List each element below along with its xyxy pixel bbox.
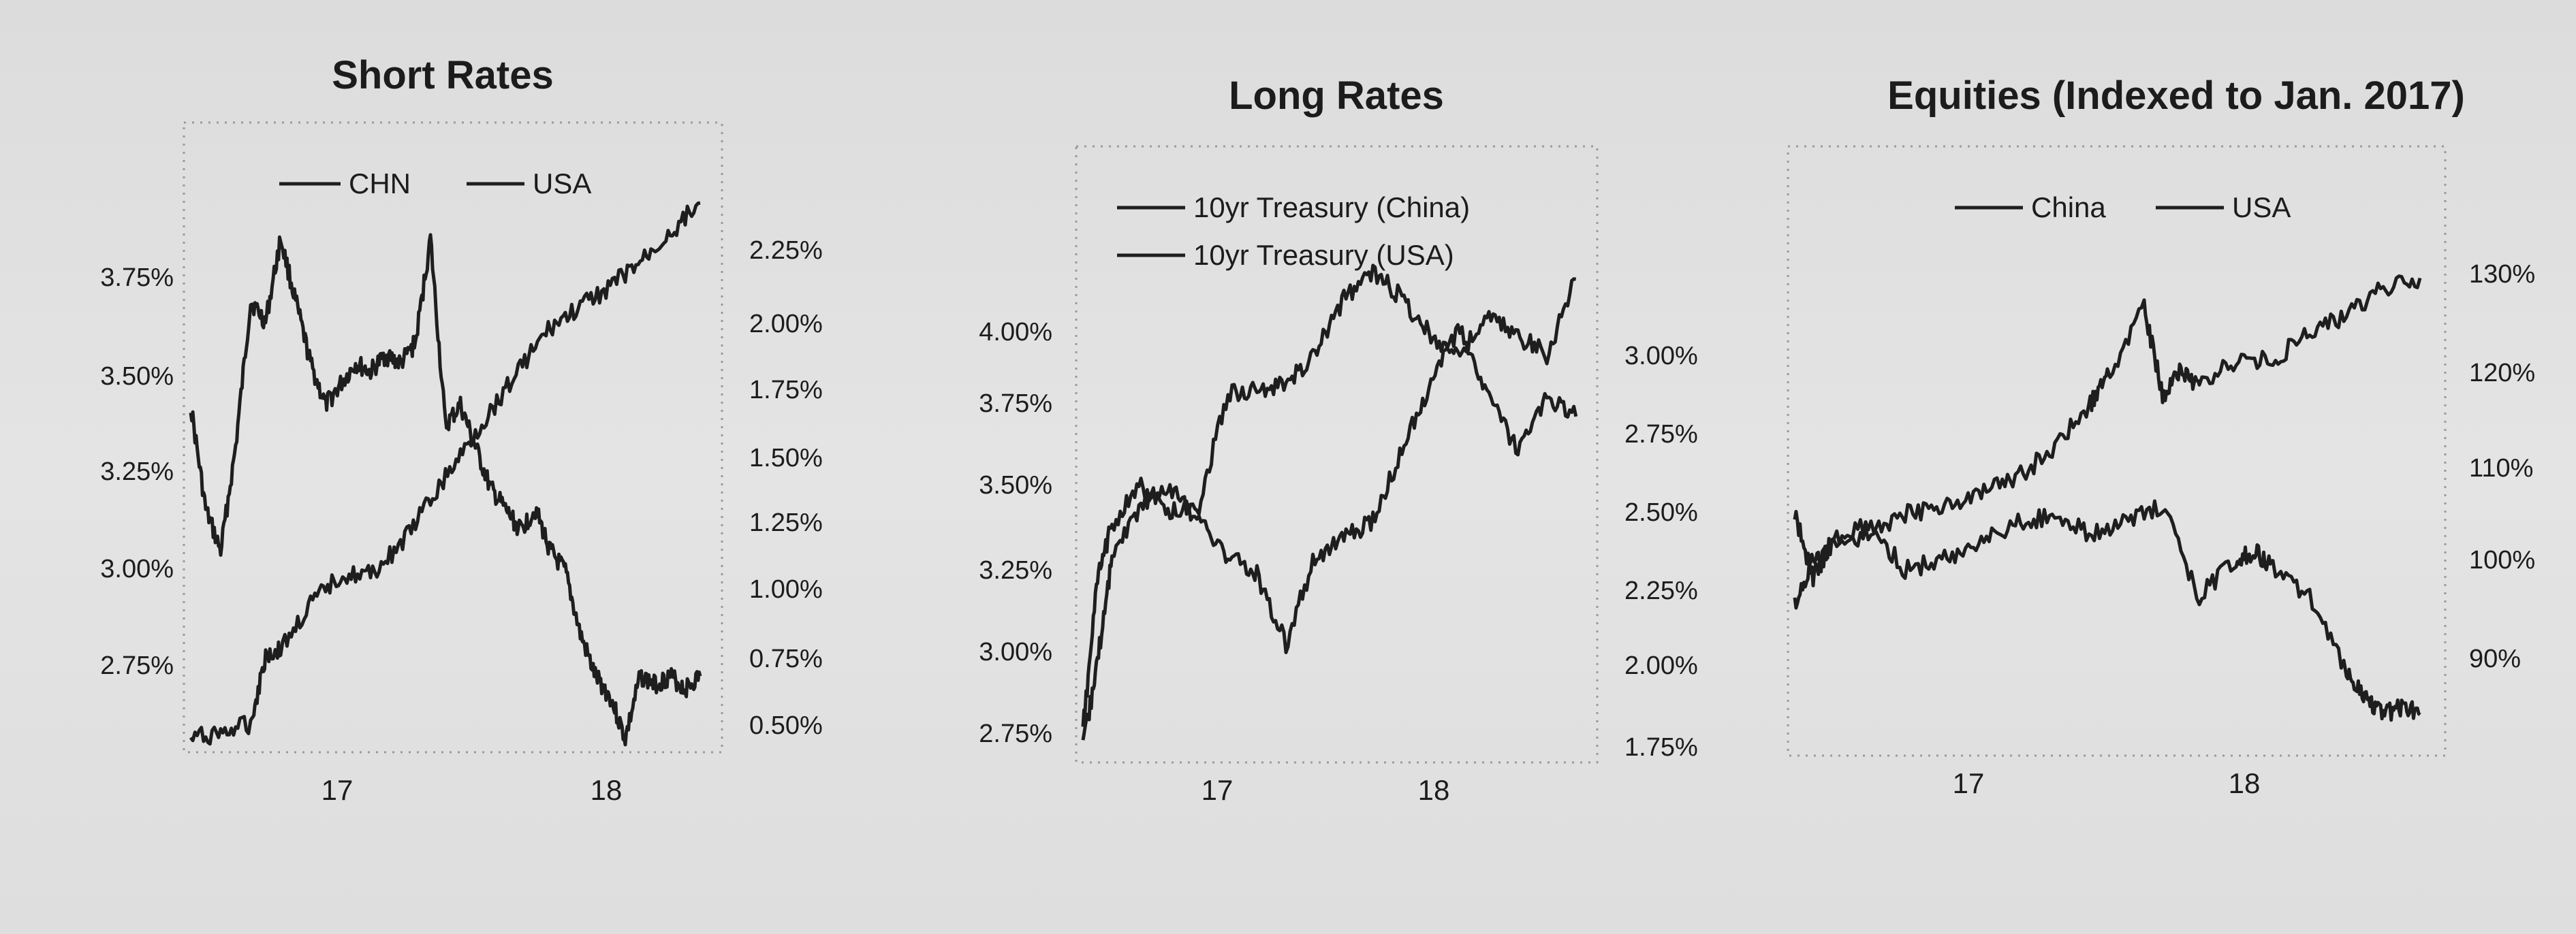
series-line-10yr-treasury-china: [1081, 263, 1577, 727]
series-line-usa: [1793, 274, 2422, 610]
y-left-tick-label: 3.25%: [979, 556, 1052, 585]
legend-label-usa: USA: [533, 167, 591, 199]
y-left-tick-label: 3.50%: [100, 362, 174, 391]
y-left-tick-label: 4.00%: [979, 318, 1052, 347]
y-left-tick-label: 3.00%: [979, 638, 1052, 666]
equities-panel: Equities (Indexed to Jan. 2017) 17 18 130% 1…: [1787, 74, 2535, 799]
y-right-tick-label: 1.25%: [749, 509, 823, 537]
y-right-tick-label: 2.25%: [1624, 577, 1698, 605]
chart-title: Long Rates: [1229, 74, 1444, 118]
series-line-china: [1793, 499, 2421, 722]
y-right-tick-label: 2.25%: [749, 236, 823, 265]
y-right-tick-label: 0.50%: [749, 711, 823, 740]
y-left-tick-label: 3.25%: [100, 457, 174, 486]
y-right-tick-label: 90%: [2469, 645, 2521, 673]
y-right-tick-label: 1.75%: [1624, 733, 1698, 762]
plot-frame: [1787, 145, 2447, 757]
chart-title: Equities (Indexed to Jan. 2017): [1887, 74, 2465, 118]
y-left-tick-label: 2.75%: [100, 651, 174, 680]
y-right-tick-label: 120%: [2469, 359, 2535, 387]
y-left-tick-label: 3.75%: [979, 389, 1052, 418]
legend-label-10yr-treasury-usa: 10yr Treasury (USA): [1193, 239, 1454, 271]
y-right-tick-label: 1.50%: [749, 444, 823, 472]
y-right-tick-label: 2.00%: [1624, 651, 1698, 680]
legend-label-china: China: [2031, 191, 2106, 223]
series-line-10yr-treasury-usa: [1081, 323, 1578, 741]
x-tick-label: 17: [321, 774, 354, 806]
legend-label-usa: USA: [2232, 191, 2291, 223]
y-right-tick-label: 1.75%: [749, 376, 823, 404]
short-rates-panel: Short Rates 17 18 3.75% 3.50% 3.25% 3.00% 2.75%…: [100, 53, 823, 806]
y-left-tick-label: 3.75%: [100, 263, 174, 292]
x-tick-label: 17: [1201, 774, 1234, 806]
y-right-tick-label: 2.00%: [749, 310, 823, 338]
long-rates-panel: Long Rates 17 18 4.00% 3.75% 3.50% 3.25% 3.00% 2…: [979, 74, 1698, 806]
x-tick-label: 18: [1418, 774, 1450, 806]
x-tick-label: 18: [2229, 767, 2261, 799]
y-right-tick-label: 130%: [2469, 260, 2535, 289]
legend-label-chn: CHN: [349, 167, 411, 199]
y-right-tick-label: 110%: [2469, 454, 2533, 483]
y-right-tick-label: 2.75%: [1624, 420, 1698, 449]
plot-frame: [1075, 145, 1599, 764]
legend-label-10yr-treasury-china: 10yr Treasury (China): [1193, 191, 1470, 223]
y-right-tick-label: 1.00%: [749, 575, 823, 604]
chart-title: Short Rates: [332, 53, 554, 97]
y-left-tick-label: 2.75%: [979, 720, 1052, 748]
x-tick-label: 18: [591, 774, 623, 806]
y-right-tick-label: 100%: [2469, 546, 2535, 575]
y-right-tick-label: 2.50%: [1624, 498, 1698, 527]
y-left-tick-label: 3.50%: [979, 471, 1052, 500]
y-right-tick-label: 3.00%: [1624, 342, 1698, 370]
x-tick-label: 17: [1953, 767, 1985, 799]
series-line-chn: [189, 233, 702, 747]
series-line-usa: [189, 201, 701, 746]
y-left-tick-label: 3.00%: [100, 555, 174, 583]
y-right-tick-label: 0.75%: [749, 645, 823, 673]
